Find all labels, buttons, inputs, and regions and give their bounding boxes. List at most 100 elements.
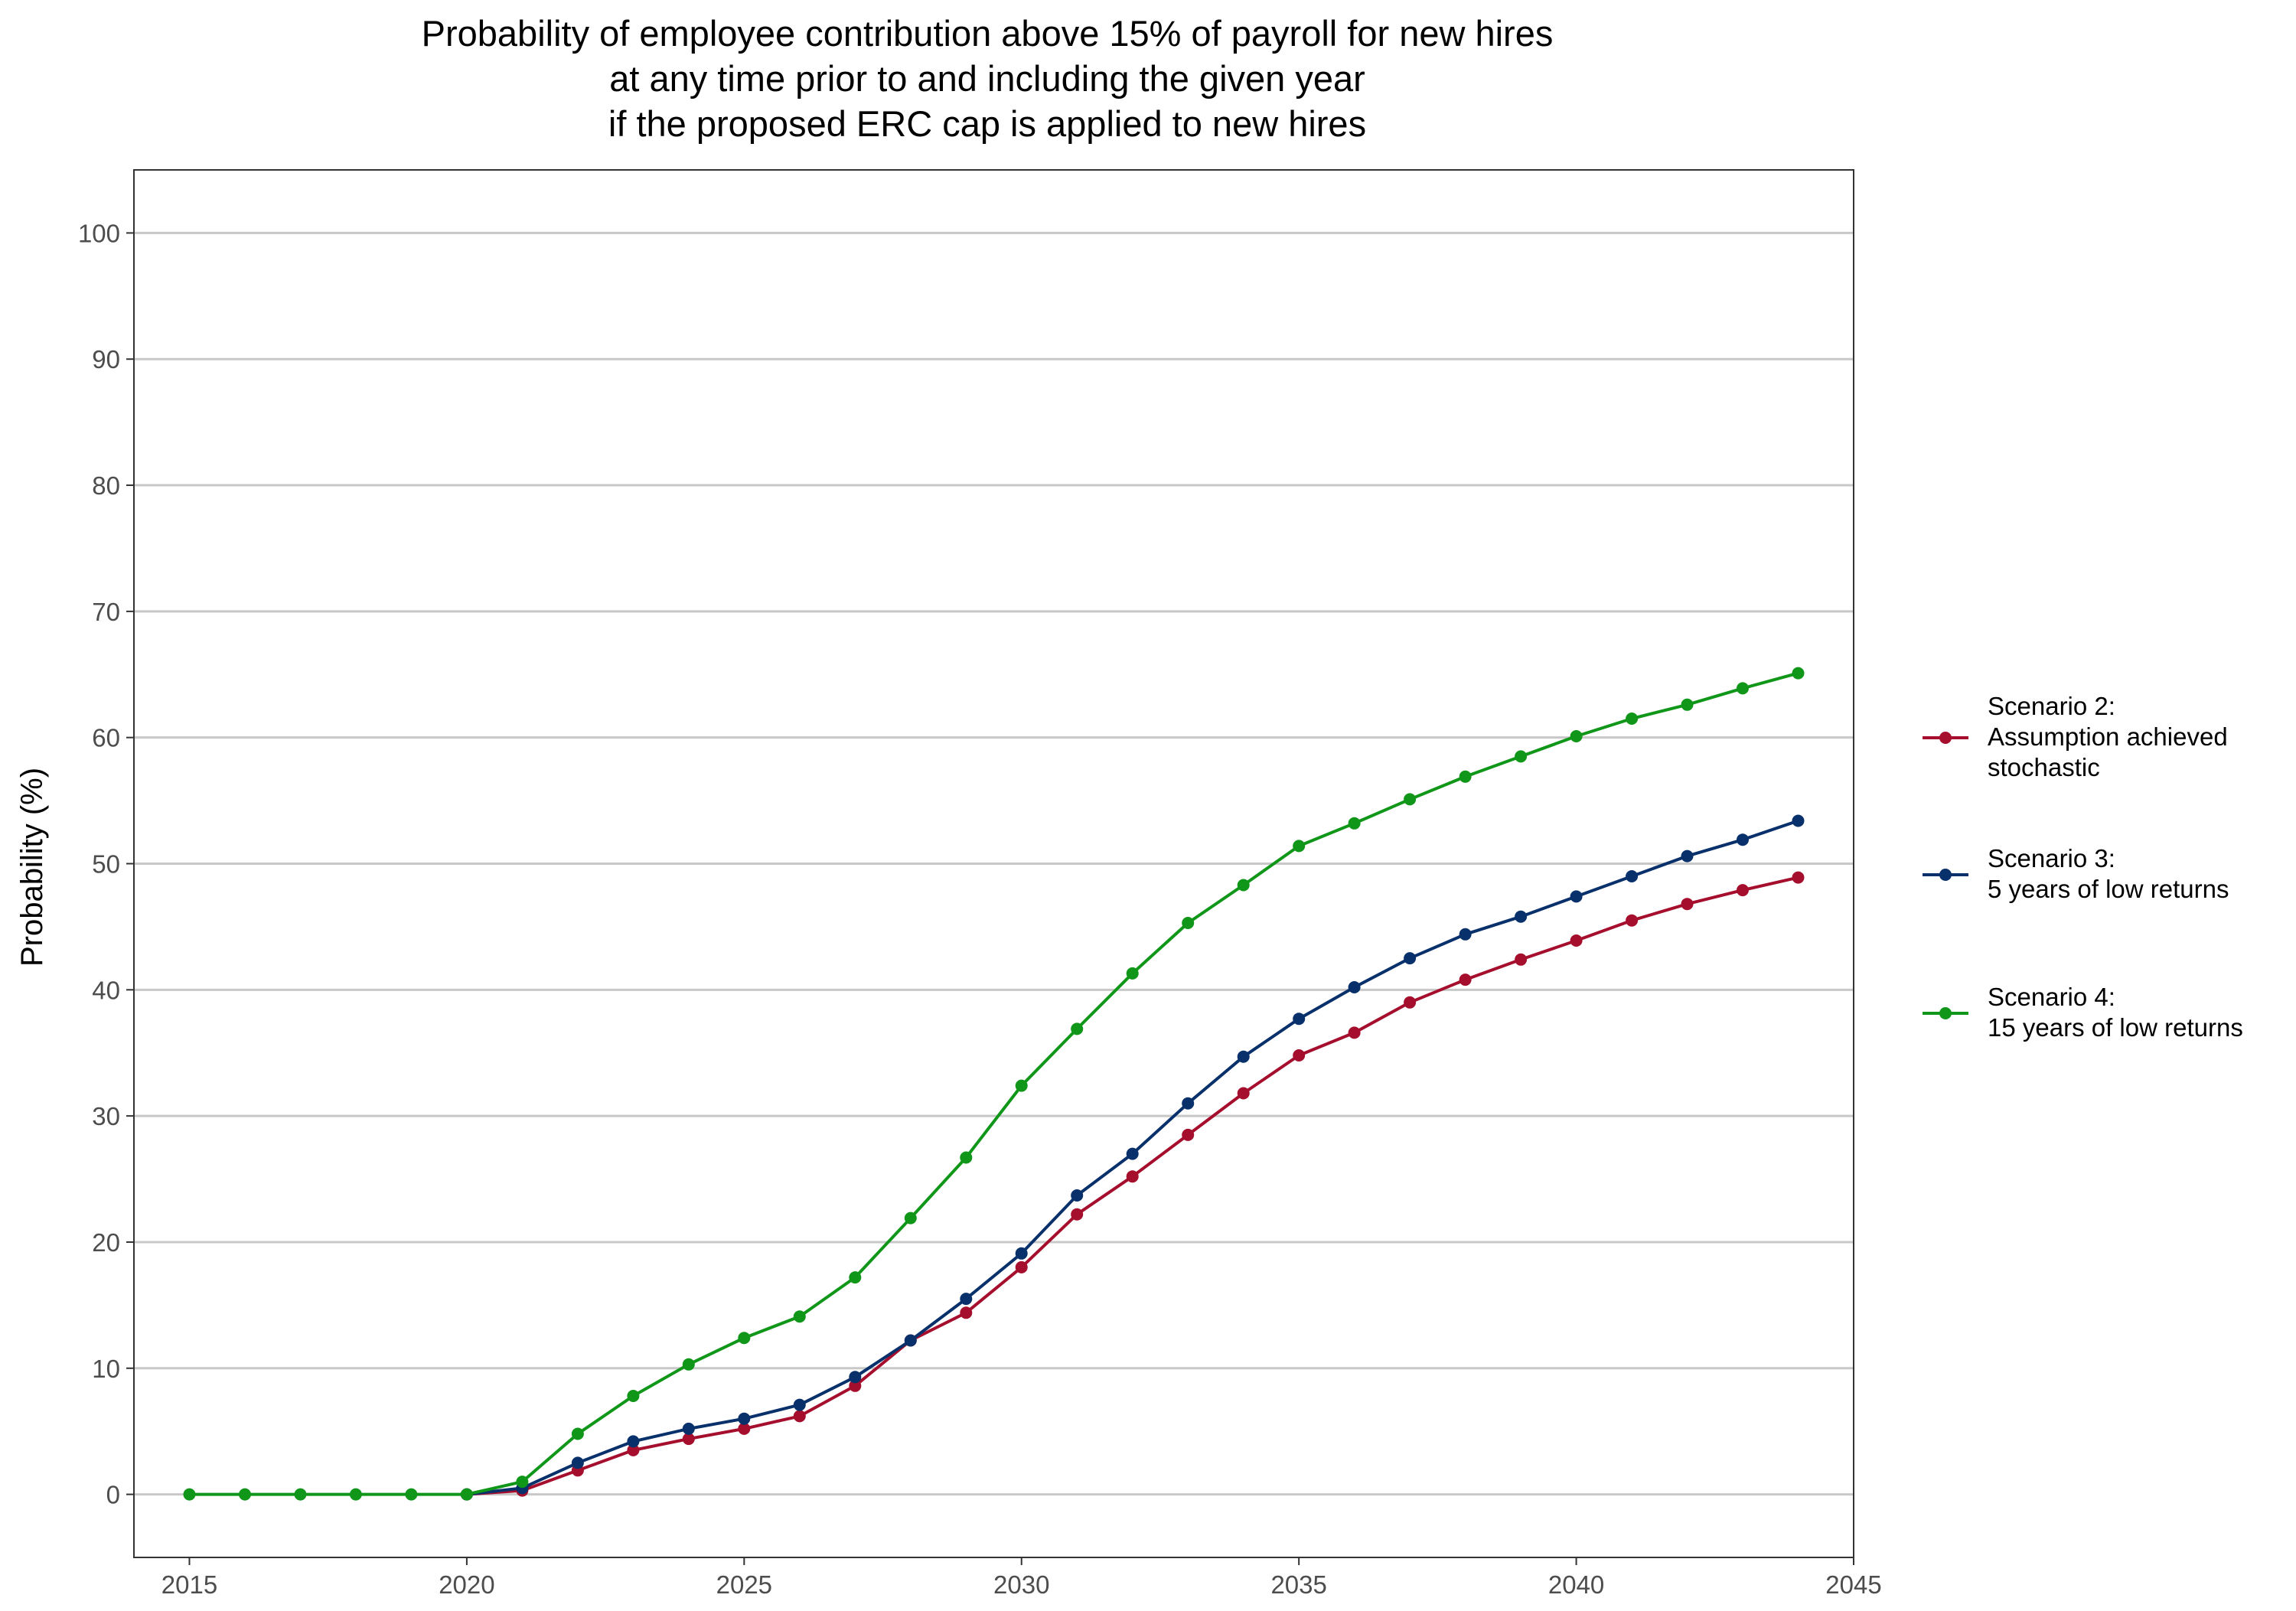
x-tick-label-2015: 2015 (161, 1570, 217, 1599)
series-2-point-2032 (1126, 1147, 1139, 1160)
series-3-point-2031 (1071, 1022, 1084, 1035)
series-2-point-2038 (1459, 928, 1472, 941)
series-1-point-2033 (1182, 1128, 1195, 1141)
series-1-point-2035 (1293, 1049, 1306, 1061)
series-2-point-2022 (571, 1456, 584, 1469)
legend-label: Scenario 2: Assumption achieved stochastic (1988, 692, 2228, 781)
series-2-point-2024 (682, 1422, 695, 1435)
series-3-point-2033 (1182, 917, 1195, 929)
series-2-point-2028 (904, 1334, 917, 1347)
legend-key-marker (1939, 869, 1952, 881)
series-1-point-2044 (1792, 871, 1805, 884)
data-series (183, 667, 1805, 1501)
legend: Scenario 2: Assumption achieved stochastic… (1923, 692, 2243, 1042)
y-tick-label-80: 80 (92, 471, 120, 500)
series-1-point-2038 (1459, 973, 1472, 986)
series-3-point-2042 (1681, 698, 1694, 711)
series-3-point-2026 (793, 1310, 806, 1323)
series-3-point-2037 (1404, 793, 1417, 806)
series-1-point-2040 (1570, 934, 1583, 947)
series-3-point-2032 (1126, 967, 1139, 980)
series-2-point-2044 (1792, 814, 1805, 827)
series-2-point-2029 (960, 1293, 973, 1306)
x-tick-label-2025: 2025 (716, 1570, 772, 1599)
series-1-point-2036 (1348, 1026, 1361, 1039)
series-2-point-2037 (1404, 952, 1417, 965)
series-1-point-2042 (1681, 898, 1694, 911)
x-tick-label-2020: 2020 (439, 1570, 494, 1599)
series-1-point-2029 (960, 1306, 973, 1319)
x-tick-label-2030: 2030 (993, 1570, 1049, 1599)
series-2-point-2042 (1681, 850, 1694, 863)
series-3-point-2027 (849, 1271, 862, 1284)
x-tick-label-2040: 2040 (1548, 1570, 1604, 1599)
series-3-point-2039 (1515, 750, 1528, 763)
series-2-point-2041 (1626, 870, 1639, 882)
chart-title-line-1: Probability of employee contribution abo… (422, 13, 1554, 54)
series-3-point-2021 (516, 1476, 529, 1489)
series-3-point-2044 (1792, 667, 1805, 680)
legend-key-marker (1939, 732, 1952, 744)
series-3-point-2019 (405, 1488, 418, 1501)
series-1-point-2041 (1626, 914, 1639, 927)
series-2-point-2036 (1348, 981, 1361, 993)
series-2-point-2026 (793, 1398, 806, 1411)
y-tick-label-50: 50 (92, 850, 120, 879)
y-tick-label-10: 10 (92, 1355, 120, 1383)
series-2-point-2040 (1570, 890, 1583, 903)
chart-title-line-2: at any time prior to and including the g… (609, 58, 1365, 99)
y-axis-label: Probability (%) (15, 768, 49, 967)
series-1-point-2024 (682, 1433, 695, 1446)
series-3-point-2034 (1237, 879, 1250, 892)
series-1-point-2025 (738, 1422, 751, 1435)
series-3-point-2040 (1570, 730, 1583, 742)
series-3-point-2020 (460, 1488, 473, 1501)
series-3-point-2030 (1015, 1079, 1028, 1092)
legend-label: Scenario 3: 5 years of low returns (1988, 844, 2229, 903)
series-3-point-2017 (294, 1488, 307, 1501)
gridlines (134, 231, 1854, 1496)
legend-key-marker (1939, 1007, 1952, 1019)
series-2-point-2035 (1293, 1013, 1306, 1026)
legend-item-3: Scenario 4: 15 years of low returns (1923, 983, 2243, 1042)
series-1-point-2026 (793, 1410, 806, 1423)
series-1-point-2030 (1015, 1260, 1028, 1273)
series-3-point-2036 (1348, 817, 1361, 830)
x-tick-label-2035: 2035 (1270, 1570, 1326, 1599)
series-3-point-2041 (1626, 713, 1639, 725)
series-2-point-2027 (849, 1371, 862, 1384)
y-tick-label-90: 90 (92, 345, 120, 373)
series-1-point-2023 (627, 1443, 640, 1456)
series-3-point-2015 (183, 1488, 196, 1501)
series-2-point-2023 (627, 1435, 640, 1448)
series-1-point-2039 (1515, 953, 1528, 966)
x-tick-label-2045: 2045 (1825, 1570, 1881, 1599)
y-tick-label-0: 0 (106, 1481, 120, 1509)
y-tick-label-20: 20 (92, 1228, 120, 1257)
series-2 (460, 814, 1805, 1501)
series-1-point-2031 (1071, 1208, 1084, 1221)
series-2-point-2039 (1515, 910, 1528, 923)
series-1-point-2034 (1237, 1087, 1250, 1100)
series-3-point-2038 (1459, 770, 1472, 783)
series-3-point-2028 (904, 1212, 917, 1225)
series-2-point-2034 (1237, 1050, 1250, 1063)
y-tick-label-40: 40 (92, 976, 120, 1004)
series-1-point-2037 (1404, 996, 1417, 1009)
y-tick-label-30: 30 (92, 1102, 120, 1130)
y-tick-label-70: 70 (92, 598, 120, 626)
series-3-point-2029 (960, 1151, 973, 1164)
series-1-point-2043 (1737, 884, 1749, 897)
series-3 (183, 667, 1805, 1501)
series-3-point-2018 (349, 1488, 362, 1501)
series-3-point-2025 (738, 1332, 751, 1345)
series-2-point-2025 (738, 1412, 751, 1425)
chart-title: Probability of employee contribution abo… (422, 13, 1554, 144)
y-tick-label-100: 100 (78, 219, 120, 247)
legend-item-1: Scenario 2: Assumption achieved stochastic (1923, 692, 2228, 781)
series-3-point-2022 (571, 1427, 584, 1440)
series-2-point-2033 (1182, 1097, 1195, 1110)
